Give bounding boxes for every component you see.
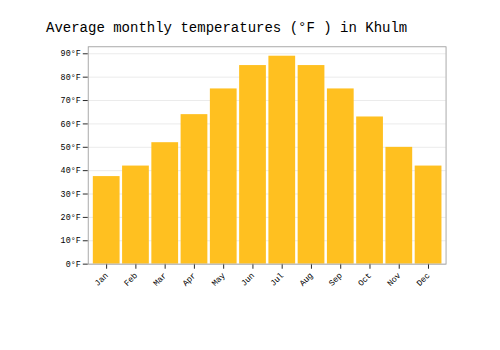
svg-text:0°F: 0°F xyxy=(66,260,81,270)
svg-text:Jun: Jun xyxy=(239,271,257,289)
svg-text:40°F: 40°F xyxy=(61,166,81,176)
svg-text:Dec: Dec xyxy=(415,271,433,289)
svg-text:80°F: 80°F xyxy=(61,73,81,83)
svg-text:10°F: 10°F xyxy=(61,236,81,246)
svg-text:30°F: 30°F xyxy=(61,190,81,200)
svg-text:60°F: 60°F xyxy=(61,120,81,130)
svg-text:Sep: Sep xyxy=(327,271,345,289)
svg-text:20°F: 20°F xyxy=(61,213,81,223)
svg-text:Jul: Jul xyxy=(268,271,286,289)
svg-text:Feb: Feb xyxy=(122,271,140,289)
svg-text:Jan: Jan xyxy=(93,271,111,289)
svg-text:Apr: Apr xyxy=(181,271,199,289)
svg-text:50°F: 50°F xyxy=(61,143,81,153)
svg-text:90°F: 90°F xyxy=(61,49,81,59)
html-text:Average monthly temperatures (: Average monthly temperatures (°F ) in Kh… xyxy=(46,20,408,36)
svg-text:Mar: Mar xyxy=(151,271,169,289)
svg-text:May: May xyxy=(210,271,228,289)
svg-text:70°F: 70°F xyxy=(61,96,81,106)
svg-text:Nov: Nov xyxy=(386,271,404,289)
svg-text:Oct: Oct xyxy=(356,271,374,289)
svg-text:Aug: Aug xyxy=(298,271,316,289)
